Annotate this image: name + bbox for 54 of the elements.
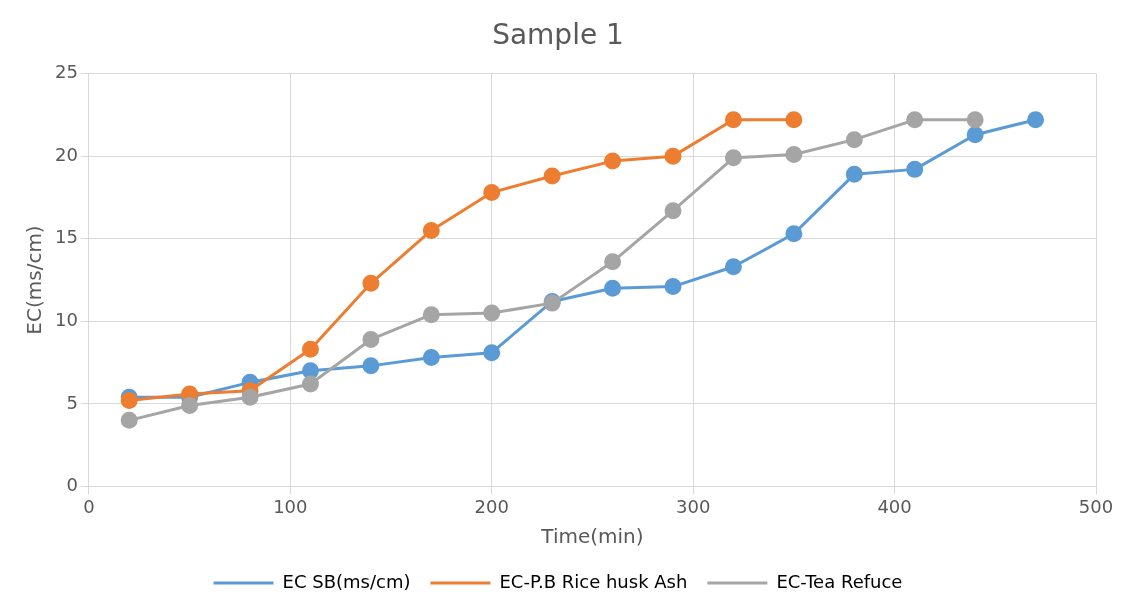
point [785, 111, 803, 129]
point [785, 146, 803, 164]
point [845, 131, 863, 149]
point [1027, 111, 1045, 129]
x-axis-title: Time(min) [540, 524, 644, 549]
y-axis-title: EC(ms/cm) [22, 225, 47, 335]
point [906, 111, 924, 129]
point [785, 225, 803, 243]
point [604, 253, 622, 271]
point [120, 392, 138, 410]
y-tick-label: 15 [55, 226, 78, 248]
y-tick-label: 20 [55, 143, 78, 165]
legend-label: EC SB(ms/cm) [282, 570, 411, 592]
point [543, 167, 561, 185]
point [181, 396, 199, 414]
point [120, 411, 138, 429]
point [362, 274, 380, 292]
point [362, 357, 380, 375]
legend-label: EC-P.B Rice husk Ash [499, 570, 688, 592]
point [664, 202, 682, 220]
point [604, 279, 622, 297]
point [906, 160, 924, 178]
point [845, 165, 863, 183]
point [483, 344, 501, 362]
point [966, 126, 984, 144]
y-tick-label: 5 [66, 391, 78, 413]
x-tick-label: 100 [273, 495, 308, 517]
point [422, 221, 440, 239]
x-tick-label: 0 [83, 495, 95, 517]
x-tick-label: 200 [474, 495, 509, 517]
point [724, 111, 742, 129]
point [301, 362, 319, 380]
point [966, 111, 984, 129]
point [483, 304, 501, 322]
point [724, 149, 742, 167]
x-tick-label: 300 [675, 495, 711, 517]
point [664, 278, 682, 296]
point [604, 152, 622, 170]
y-tick-label: 25 [55, 61, 78, 83]
point [301, 340, 319, 358]
point [422, 349, 440, 367]
point [664, 147, 682, 165]
y-tick-label: 10 [55, 308, 78, 330]
point [241, 388, 259, 406]
point [362, 330, 380, 348]
point [422, 306, 440, 324]
x-tick-label: 400 [877, 495, 912, 517]
x-tick-label: 500 [1078, 495, 1114, 517]
legend-label: EC-Tea Refuce [776, 570, 903, 592]
point [724, 258, 742, 276]
chart-title: Sample 1 [492, 18, 624, 52]
y-tick-label: 0 [66, 474, 78, 496]
point [301, 375, 319, 393]
point [483, 183, 501, 201]
